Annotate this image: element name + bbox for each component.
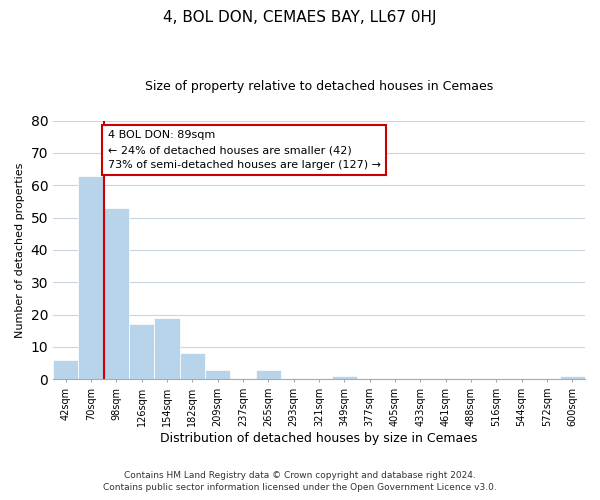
Text: Contains HM Land Registry data © Crown copyright and database right 2024.
Contai: Contains HM Land Registry data © Crown c…: [103, 471, 497, 492]
Bar: [332, 376, 357, 380]
Y-axis label: Number of detached properties: Number of detached properties: [15, 162, 25, 338]
Bar: [179, 354, 205, 380]
Text: 4 BOL DON: 89sqm
← 24% of detached houses are smaller (42)
73% of semi-detached : 4 BOL DON: 89sqm ← 24% of detached house…: [107, 130, 380, 170]
Bar: [256, 370, 281, 380]
Bar: [560, 376, 585, 380]
Title: Size of property relative to detached houses in Cemaes: Size of property relative to detached ho…: [145, 80, 493, 93]
X-axis label: Distribution of detached houses by size in Cemaes: Distribution of detached houses by size …: [160, 432, 478, 445]
Bar: [154, 318, 179, 380]
Bar: [79, 176, 104, 380]
Bar: [205, 370, 230, 380]
Bar: [104, 208, 129, 380]
Text: 4, BOL DON, CEMAES BAY, LL67 0HJ: 4, BOL DON, CEMAES BAY, LL67 0HJ: [163, 10, 437, 25]
Bar: [129, 324, 154, 380]
Bar: [53, 360, 79, 380]
